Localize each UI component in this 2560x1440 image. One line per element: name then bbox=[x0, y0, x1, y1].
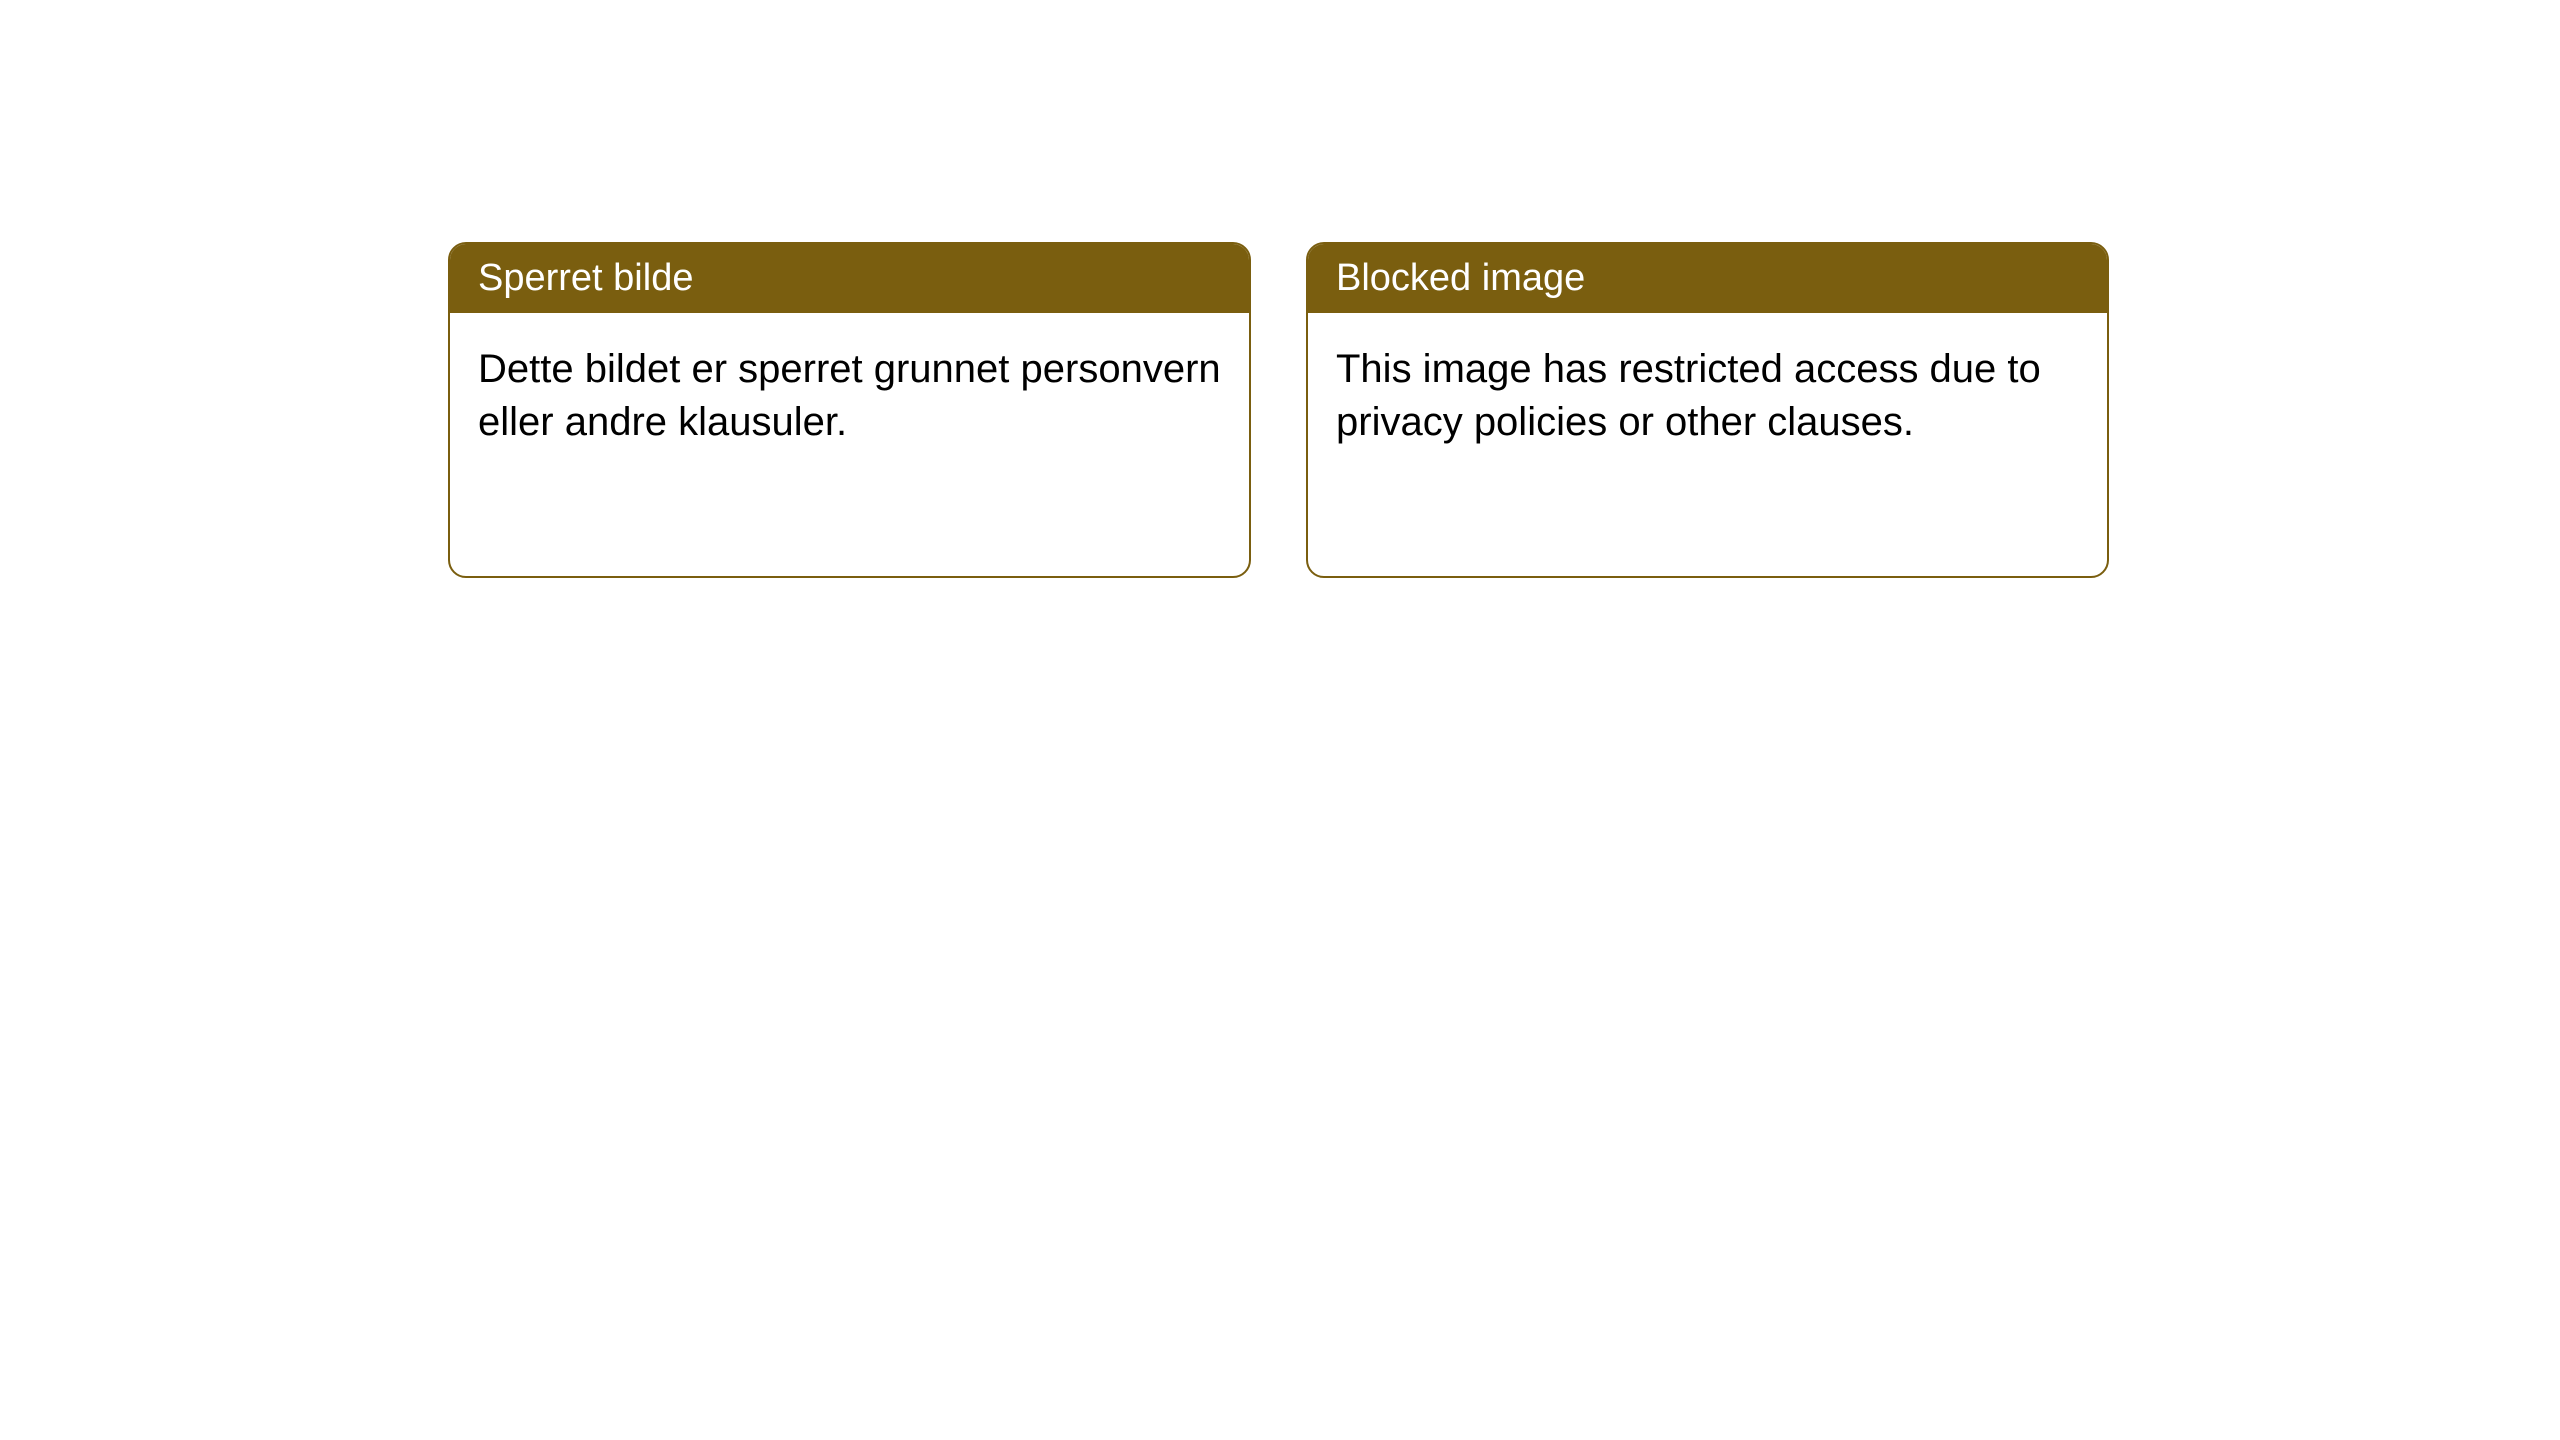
blocked-image-card-no: Sperret bilde Dette bildet er sperret gr… bbox=[448, 242, 1251, 578]
card-title: Sperret bilde bbox=[450, 244, 1249, 313]
notice-cards-container: Sperret bilde Dette bildet er sperret gr… bbox=[448, 242, 2109, 578]
card-body: Dette bildet er sperret grunnet personve… bbox=[450, 313, 1249, 479]
card-title: Blocked image bbox=[1308, 244, 2107, 313]
blocked-image-card-en: Blocked image This image has restricted … bbox=[1306, 242, 2109, 578]
card-body: This image has restricted access due to … bbox=[1308, 313, 2107, 479]
